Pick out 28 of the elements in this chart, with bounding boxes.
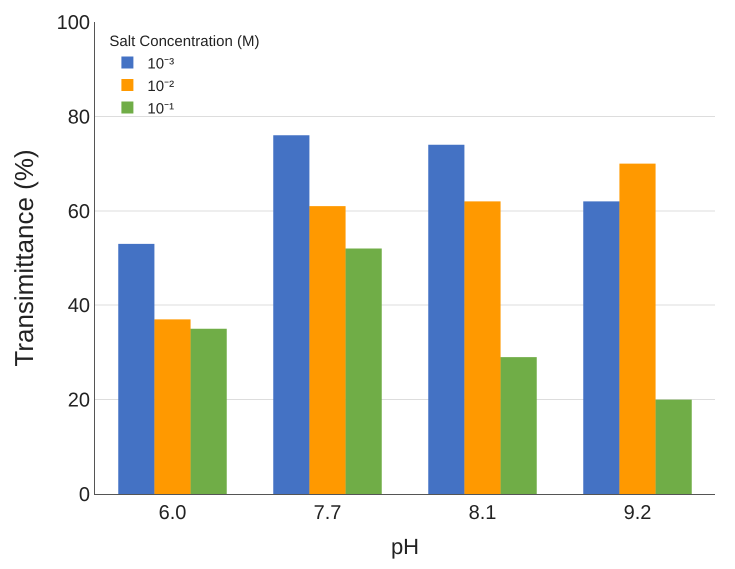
y-tick-label: 40 <box>68 295 90 318</box>
x-tick-label: 6.0 <box>158 502 186 524</box>
y-tick-label: 20 <box>68 390 90 412</box>
x-tick-label: 7.7 <box>314 502 342 524</box>
bar <box>273 135 310 494</box>
bar <box>656 400 692 494</box>
bar <box>190 328 227 494</box>
bar <box>346 248 382 494</box>
y-tick-label: 80 <box>68 106 90 128</box>
legend-title: Salt Concentration (M) <box>109 33 260 50</box>
bar <box>619 164 656 494</box>
y-axis-title: Transimittance (%) <box>9 149 40 367</box>
bar <box>500 357 537 494</box>
x-tick-label: 8.1 <box>468 502 496 524</box>
bar <box>154 319 191 494</box>
y-tick-label: 100 <box>56 12 90 34</box>
bar <box>309 206 346 494</box>
bar <box>428 144 464 494</box>
bar <box>583 201 620 494</box>
legend-label: 10⁻¹ <box>147 100 174 118</box>
y-tick-label: 60 <box>68 200 90 223</box>
x-tick-label: 9.2 <box>624 502 652 524</box>
bar <box>118 244 154 494</box>
y-tick-label: 0 <box>78 484 90 506</box>
x-axis-title: pH <box>390 534 420 559</box>
bar <box>464 201 501 494</box>
legend-label: 10⁻³ <box>147 55 174 72</box>
legend-label: 10⁻² <box>147 78 174 95</box>
